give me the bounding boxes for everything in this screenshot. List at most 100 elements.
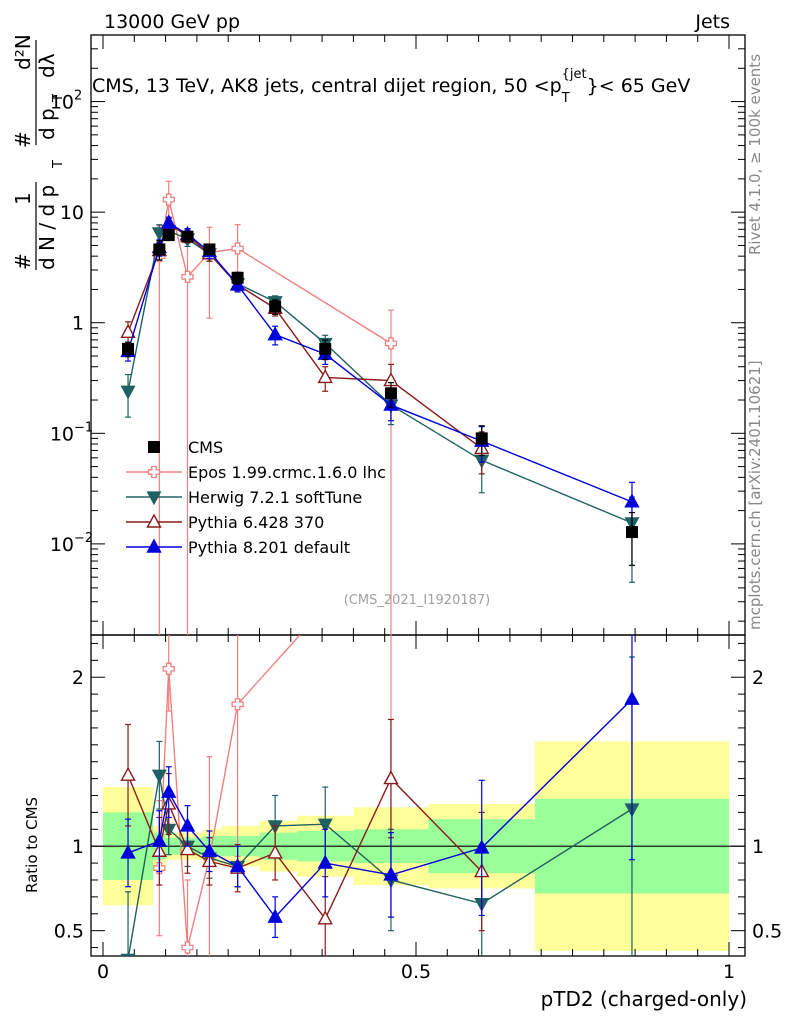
- y-tick-label: 10: [50, 534, 74, 556]
- x-tick-label: 0: [97, 961, 109, 983]
- ratio-point: [120, 766, 136, 781]
- ratio-point: [317, 818, 333, 833]
- legend: CMS Epos 1.99.crmc.1.6.0 lhc Herwig 7.2.1 …: [126, 438, 386, 557]
- series-point: [384, 337, 398, 350]
- ratio-point: [267, 844, 283, 859]
- data-point: [269, 300, 282, 313]
- ratio-y-tick-label: 0.5: [54, 921, 84, 943]
- data-point: [231, 271, 244, 284]
- title-suffix: }< 65 GeV: [587, 75, 691, 97]
- y-tick-label: 1: [72, 313, 84, 335]
- ratio-point: [151, 769, 167, 784]
- y-label-hash2: #: [11, 131, 35, 148]
- series-line: [158, 199, 392, 345]
- ratio-point: [161, 783, 177, 798]
- ratio-point: [179, 817, 196, 832]
- ratio-y-tick-label-right: 2: [752, 667, 764, 689]
- legend-label: Pythia 8.201 default: [188, 538, 350, 557]
- data-point: [384, 387, 397, 400]
- series-point: [151, 227, 167, 242]
- chart-title: CMS, 13 TeV, AK8 jets, central dijet reg…: [92, 67, 690, 106]
- header-right: Jets: [694, 11, 730, 33]
- y-tick-label: 10: [50, 423, 74, 445]
- y-label-t2: T: [51, 94, 66, 103]
- ratio-point: [317, 854, 333, 869]
- ratio-point: [181, 941, 194, 954]
- ratio-point: [179, 841, 196, 856]
- data-point: [122, 342, 135, 355]
- legend-marker: [146, 538, 162, 553]
- legend-label-cms: CMS: [188, 438, 223, 457]
- series-line: [127, 223, 483, 449]
- data-point: [181, 230, 194, 243]
- x-tick-label: 1: [723, 961, 735, 983]
- series-point: [267, 326, 283, 341]
- y-tick-label-exp: −2: [74, 531, 93, 546]
- data-point: [203, 243, 216, 256]
- ratio-point: [120, 953, 136, 956]
- y-label-dl: dλ: [35, 53, 59, 78]
- ratio-point: [151, 832, 168, 847]
- series-point: [231, 242, 244, 255]
- y-tick-label-exp: −1: [74, 420, 93, 435]
- ratio-line: [127, 774, 483, 921]
- ratio-point: [229, 857, 246, 873]
- legend-marker-cms: [148, 441, 160, 453]
- ratio-y-label: Ratio to CMS: [23, 797, 41, 893]
- y-tick-label: 10: [60, 202, 84, 224]
- y-label-d2n: d²N: [11, 34, 35, 70]
- main-y-label: # 1 d N / d p T # d²N d p T dλ: [11, 34, 66, 270]
- ratio-point: [231, 698, 244, 711]
- ratio-point: [162, 662, 175, 675]
- header-left: 13000 GeV pp: [104, 11, 240, 33]
- data-point: [475, 432, 488, 445]
- data-point: [153, 243, 166, 256]
- title-prefix: CMS, 13 TeV, AK8 jets, central dijet reg…: [92, 75, 562, 97]
- legend-label: Pythia 6.428 370: [188, 513, 324, 532]
- y-label-t1: T: [51, 160, 66, 169]
- ratio-point: [383, 770, 399, 785]
- source-label: mcplots.cern.ch [arXiv:2401.10621]: [746, 360, 764, 630]
- title-sup: {jet: [562, 67, 587, 82]
- y-tick-label: 10: [50, 92, 74, 114]
- legend-marker: [146, 513, 162, 528]
- ratio-point: [267, 908, 283, 923]
- ratio-point: [383, 866, 399, 881]
- ratio-line: [158, 635, 301, 948]
- x-tick-label: 0.5: [401, 961, 431, 983]
- ratio-y-tick-label-right: 1: [752, 836, 764, 858]
- legend-marker: [146, 491, 162, 506]
- ratio-point: [201, 842, 218, 857]
- ratio-y-tick-label: 1: [72, 836, 84, 858]
- y-label-dp: d p: [35, 108, 59, 140]
- series-point: [181, 270, 194, 283]
- ratio-series: [120, 635, 640, 956]
- ratio-y-tick-label-right: 0.5: [752, 921, 782, 943]
- series-point: [120, 323, 136, 338]
- legend-label: Epos 1.99.crmc.1.6.0 lhc: [188, 463, 386, 482]
- series-point: [624, 493, 640, 508]
- data-point: [319, 342, 332, 355]
- title-sub: T: [561, 91, 570, 106]
- data-point: [162, 229, 175, 242]
- y-label-dn: d N / d p: [35, 185, 59, 270]
- series-point: [317, 368, 333, 384]
- ratio-point: [624, 690, 640, 705]
- y-label-hash: #: [11, 253, 35, 270]
- main-series: [120, 180, 640, 635]
- data-point: [625, 526, 638, 539]
- series-point: [120, 385, 136, 400]
- rivet-version-label: Rivet 4.1.0, ≥ 100k events: [746, 54, 764, 255]
- x-axis-label: pTD2 (charged-only): [541, 987, 747, 1011]
- ratio-y-tick-label: 2: [72, 667, 84, 689]
- series-line: [127, 221, 633, 503]
- series-point: [161, 214, 177, 229]
- y-tick-label-exp: 2: [74, 89, 82, 104]
- y-label-one: 1: [11, 192, 35, 205]
- ratio-point: [317, 910, 333, 925]
- analysis-tag: (CMS_2021_I1920187): [344, 593, 491, 608]
- series-point: [162, 193, 175, 206]
- ratio-point: [474, 839, 490, 854]
